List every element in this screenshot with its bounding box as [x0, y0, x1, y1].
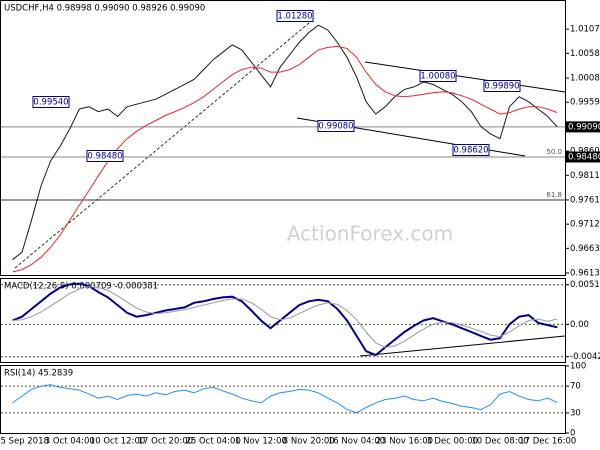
series-line [12, 45, 558, 273]
annotation-box [452, 144, 490, 156]
y-tick-label: 0.96130 [570, 269, 600, 279]
annotation-box [276, 10, 314, 22]
y-tick-label: 1.00080 [570, 74, 600, 84]
trend-line [14, 17, 316, 269]
annotation: 0.99540 [33, 98, 68, 108]
annotation: 0.98620 [453, 146, 488, 156]
annotation: 1.00080 [420, 72, 455, 82]
x-tick-label: 1 Nov 12:00 [235, 437, 287, 447]
rsi-frame [0, 365, 566, 434]
x-tick-label: 25 Sep 2018 [0, 437, 49, 447]
y-tick-label: -0.004209 [570, 352, 600, 362]
macd-trend-line [359, 335, 566, 357]
fib-label: 50.0 [546, 148, 562, 156]
annotation: 1.01280 [277, 12, 312, 22]
y-tick-label: 1.00580 [570, 49, 600, 59]
x-tick-label: 10 Oct 12:00 [90, 437, 145, 447]
price-label: 0.99090 [568, 122, 600, 132]
x-tick-label: 16 Nov 04:00 [328, 437, 385, 447]
annotation: 0.99890 [484, 82, 519, 92]
y-tick-label: 0.005154 [570, 280, 600, 290]
macd-title: MACD(12,26,9) 0.000709 -0.000381 [4, 282, 158, 292]
price-label-box [566, 121, 600, 133]
y-tick-label: 0 [570, 429, 575, 439]
x-tick-label: 17 Dec 16:00 [519, 437, 576, 447]
price-frame [0, 0, 566, 276]
annotation-box [86, 150, 124, 162]
y-tick-label: 100 [570, 362, 586, 372]
series-line [12, 282, 558, 357]
series-line [12, 286, 558, 348]
x-tick-label: 3 Dec 00:00 [426, 437, 478, 447]
price-label: 0.98480 [568, 153, 600, 163]
series-line [12, 384, 558, 414]
x-tick-label: 3 Oct 04:00 [45, 437, 95, 447]
fib-label: 61.8 [546, 191, 562, 199]
y-tick-label: 30 [570, 408, 581, 418]
price-label-box [566, 151, 600, 163]
watermark: ActionForex.com [287, 222, 453, 246]
annotation-box [32, 96, 70, 108]
channel-upper [364, 61, 566, 93]
y-tick-label: 70 [570, 382, 581, 392]
y-tick-label: 0.00 [570, 320, 589, 330]
annotation-box [419, 70, 457, 82]
x-tick-label: 10 Dec 08:00 [471, 437, 528, 447]
x-tick-label: 25 Oct 04:00 [185, 437, 240, 447]
y-tick-label: 1.01070 [570, 25, 600, 35]
series-line [12, 24, 558, 261]
x-tick-label: 17 Oct 20:00 [138, 437, 193, 447]
annotation-box [483, 80, 521, 92]
chart-title: USDCHF,H4 0.98998 0.99090 0.98926 0.9909… [4, 4, 205, 14]
annotation: 0.98480 [87, 152, 122, 162]
macd-frame [0, 278, 566, 363]
x-tick-label: 23 Nov 16:00 [376, 437, 433, 447]
rsi-title: RSI(14) 45.2839 [4, 369, 73, 379]
x-tick-label: 8 Nov 20:00 [283, 437, 335, 447]
annotation: 0.99080 [318, 122, 353, 132]
annotation-box [317, 120, 355, 132]
